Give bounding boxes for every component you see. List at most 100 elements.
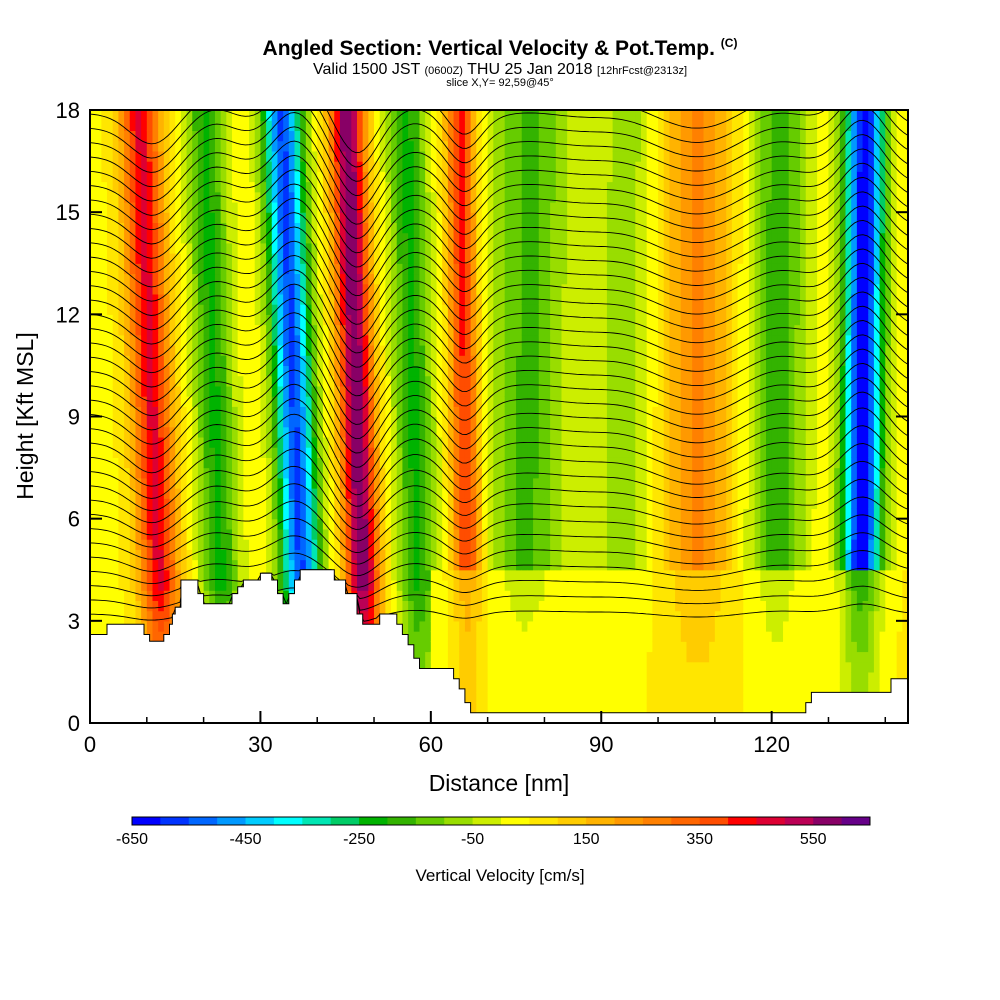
velocity-cell [163,457,171,469]
velocity-cell [459,610,466,622]
velocity-cell [152,191,159,203]
velocity-cell [129,385,137,397]
velocity-cell [129,436,137,448]
velocity-cell [504,375,511,387]
velocity-cell [459,396,466,407]
velocity-cell [237,283,244,295]
velocity-cell [550,539,557,550]
velocity-cell [555,273,563,285]
velocity-cell [345,253,352,264]
velocity-cell [368,600,375,612]
velocity-cell [555,651,563,663]
velocity-cell [124,344,131,356]
velocity-cell [152,610,159,622]
velocity-cell [226,406,233,418]
velocity-cell [294,385,301,397]
velocity-cell [391,150,398,162]
velocity-cell [163,477,171,489]
velocity-cell [464,436,472,448]
velocity-cell [112,457,119,469]
velocity-cell [487,314,494,326]
velocity-cell [243,273,250,285]
velocity-cell [226,283,233,295]
velocity-cell [470,549,477,561]
velocity-cell [487,324,494,336]
velocity-cell [391,569,398,581]
velocity-cell [368,140,375,152]
velocity-cell [499,334,506,346]
velocity-cell [107,273,114,285]
velocity-cell [214,518,222,530]
velocity-cell [112,518,119,530]
velocity-cell [402,620,409,632]
velocity-cell [232,140,239,152]
velocity-cell [368,579,375,591]
velocity-cell [544,406,551,418]
velocity-cell [476,212,483,223]
velocity-cell [339,385,347,397]
velocity-cell [317,508,324,520]
velocity-cell [141,334,148,346]
velocity-cell [351,120,358,132]
velocity-cell [533,232,540,244]
velocity-cell [163,375,171,387]
velocity-cell [402,171,409,183]
velocity-cell [550,518,557,530]
velocity-cell [214,406,222,418]
velocity-cell [493,130,500,142]
velocity-cell [317,355,324,367]
velocity-cell [379,130,386,142]
velocity-cell [249,293,256,305]
velocity-cell [464,610,472,622]
velocity-cell [232,201,239,213]
velocity-cell [447,498,455,510]
velocity-cell [226,293,233,305]
velocity-cell [533,253,540,264]
velocity-cell [203,447,210,458]
velocity-cell [550,631,557,642]
velocity-cell [419,641,426,653]
velocity-cell [430,293,438,305]
velocity-cell [356,140,364,152]
velocity-cell [220,212,227,223]
velocity-cell [277,457,284,469]
velocity-cell [300,130,307,142]
velocity-cell [487,263,494,275]
velocity-cell [249,488,256,499]
velocity-cell [391,140,398,152]
velocity-cell [226,263,233,275]
velocity-cell [470,171,477,183]
velocity-cell [249,161,256,172]
velocity-cell [339,569,347,581]
velocity-cell [453,201,460,213]
velocity-cell [124,242,131,254]
velocity-cell [214,385,222,397]
velocity-cell [339,171,347,183]
velocity-cell [453,651,460,663]
velocity-cell [192,304,199,315]
velocity-cell [408,232,415,244]
velocity-cell [499,579,506,591]
velocity-cell [555,406,563,418]
velocity-cell [118,110,125,121]
velocity-cell [334,549,341,561]
velocity-cell [419,610,426,622]
velocity-cell [527,702,534,714]
velocity-cell [504,671,511,683]
velocity-cell [368,181,375,193]
velocity-cell [214,324,222,336]
velocity-cell [254,355,262,367]
velocity-cell [124,528,131,540]
velocity-cell [504,120,511,132]
velocity-cell [95,365,102,377]
velocity-cell [379,355,386,367]
velocity-cell [322,222,330,234]
velocity-cell [487,692,494,704]
velocity-cell [385,416,392,428]
velocity-cell [527,508,534,520]
velocity-cell [203,569,210,581]
velocity-cell [402,324,409,336]
velocity-cell [379,467,386,479]
velocity-cell [163,355,171,367]
velocity-cell [260,447,267,458]
